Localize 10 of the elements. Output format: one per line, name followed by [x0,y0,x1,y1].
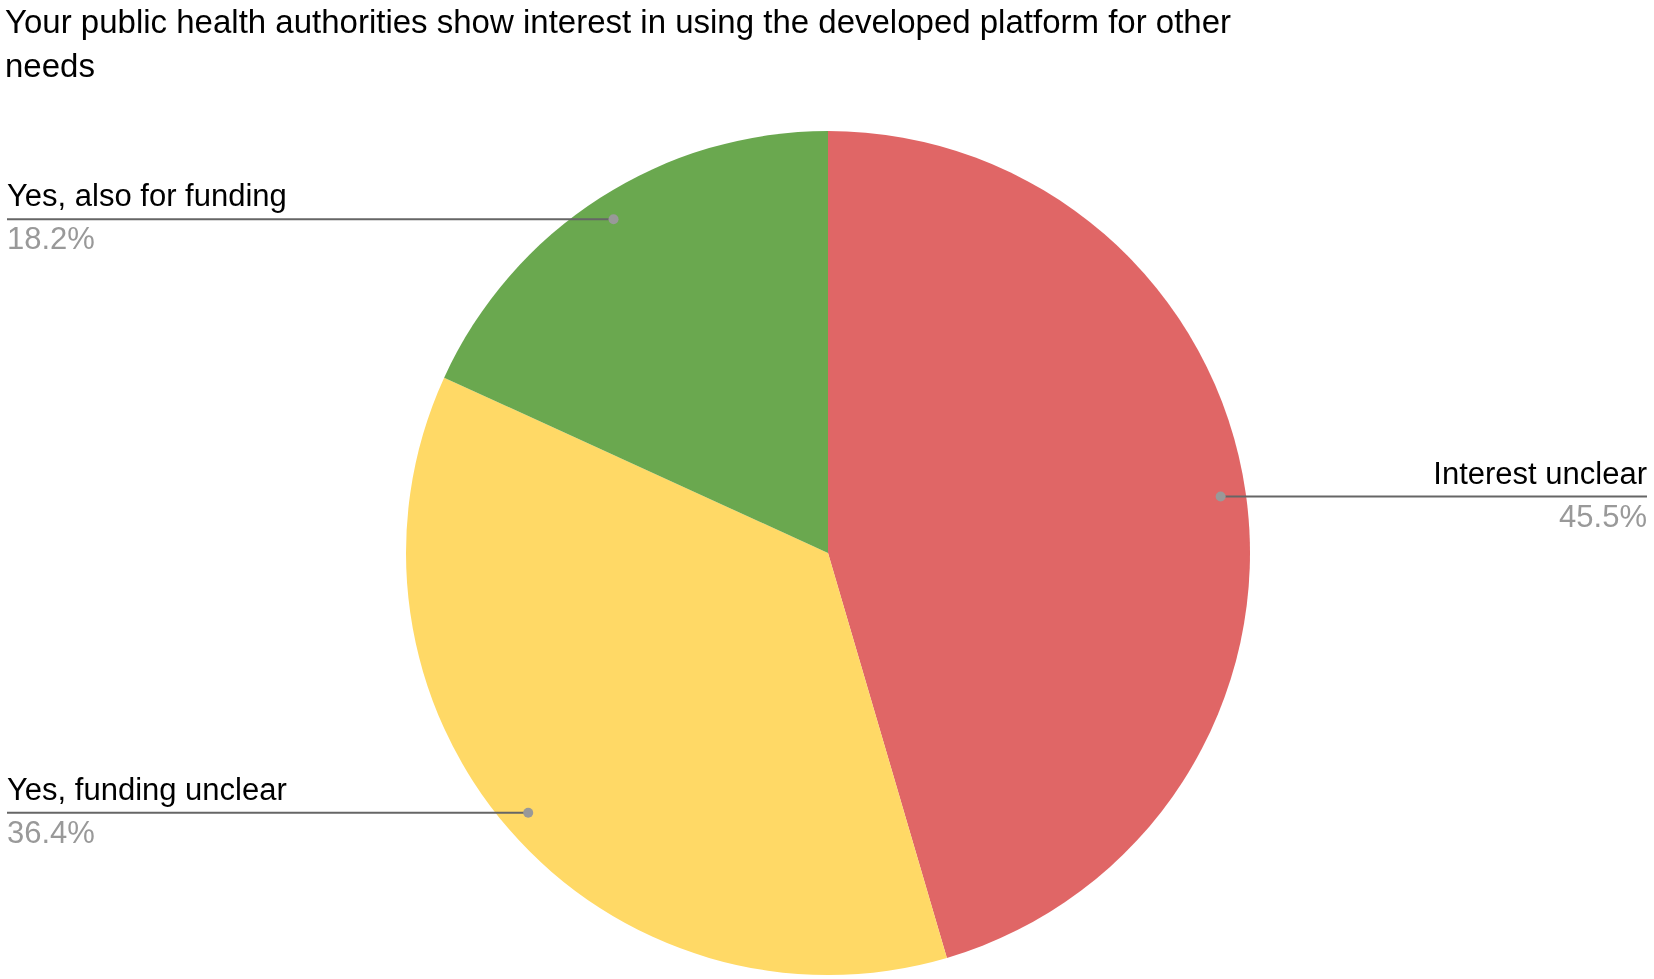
slice-label: Yes, also for funding [7,178,287,214]
chart-title: Your public health authorities show interest in using the developed platform for other needs [5,3,1232,84]
pie-slice [444,131,828,553]
slice-label: Yes, funding unclear [7,771,287,807]
slice-label: Interest unclear [1433,455,1647,491]
data-label: 18.2% [7,221,95,257]
data-label: 36.4% [7,814,95,850]
data-label: 45.5% [1559,498,1647,534]
pie-slice [406,377,947,975]
pie-slice [828,131,1250,958]
